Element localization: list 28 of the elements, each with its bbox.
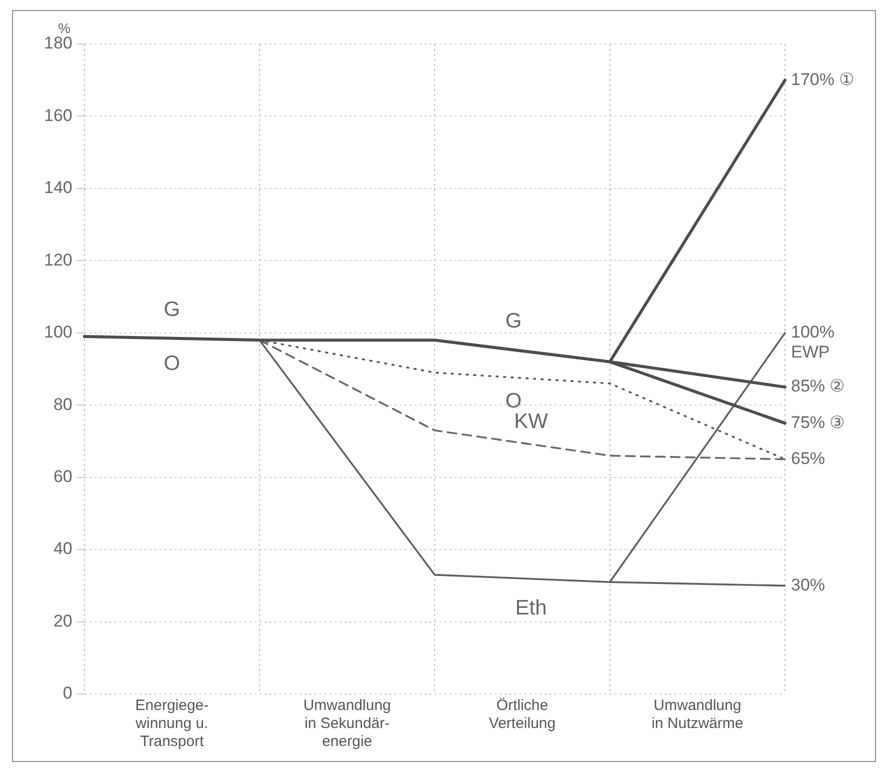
series-label: G bbox=[505, 310, 522, 333]
y-tick-label: 40 bbox=[53, 539, 72, 558]
text: G bbox=[164, 298, 180, 322]
x-tick-label: Energiege- winnung u. Transport bbox=[134, 697, 209, 750]
y-tick-label: 80 bbox=[53, 394, 72, 414]
y-tick-label: 140 bbox=[44, 178, 72, 198]
y-tick-label: 160 bbox=[44, 106, 72, 125]
y-tick-label: 120 bbox=[44, 250, 72, 270]
data-label: 30% bbox=[791, 575, 826, 594]
x-tick-label: Umwandlung in Sekundär- energie bbox=[303, 697, 391, 750]
data-label: 75% ③ bbox=[791, 412, 845, 432]
x-tick-label: Örtliche Verteilung bbox=[488, 697, 556, 732]
text: O bbox=[164, 352, 180, 376]
x-tick-label: Umwandlung in Nutzwärme bbox=[652, 697, 744, 732]
data-label: 85% ② bbox=[791, 376, 845, 396]
data-label: 65% bbox=[791, 448, 826, 468]
series-label: KW bbox=[514, 410, 548, 434]
y-tick-label: 100 bbox=[44, 322, 72, 342]
series-label: EWP bbox=[791, 342, 830, 362]
y-tick-label: 0 bbox=[62, 684, 72, 703]
data-label: 170% ① bbox=[791, 70, 854, 89]
series-label: Eth bbox=[515, 596, 547, 620]
y-tick-label: 60 bbox=[53, 467, 72, 486]
series-label: O bbox=[505, 389, 522, 412]
data-label: 100% bbox=[791, 322, 834, 342]
y-tick-label: 180 bbox=[44, 34, 72, 53]
y-tick-label: 20 bbox=[53, 611, 72, 630]
y-axis-title: % bbox=[58, 20, 71, 36]
